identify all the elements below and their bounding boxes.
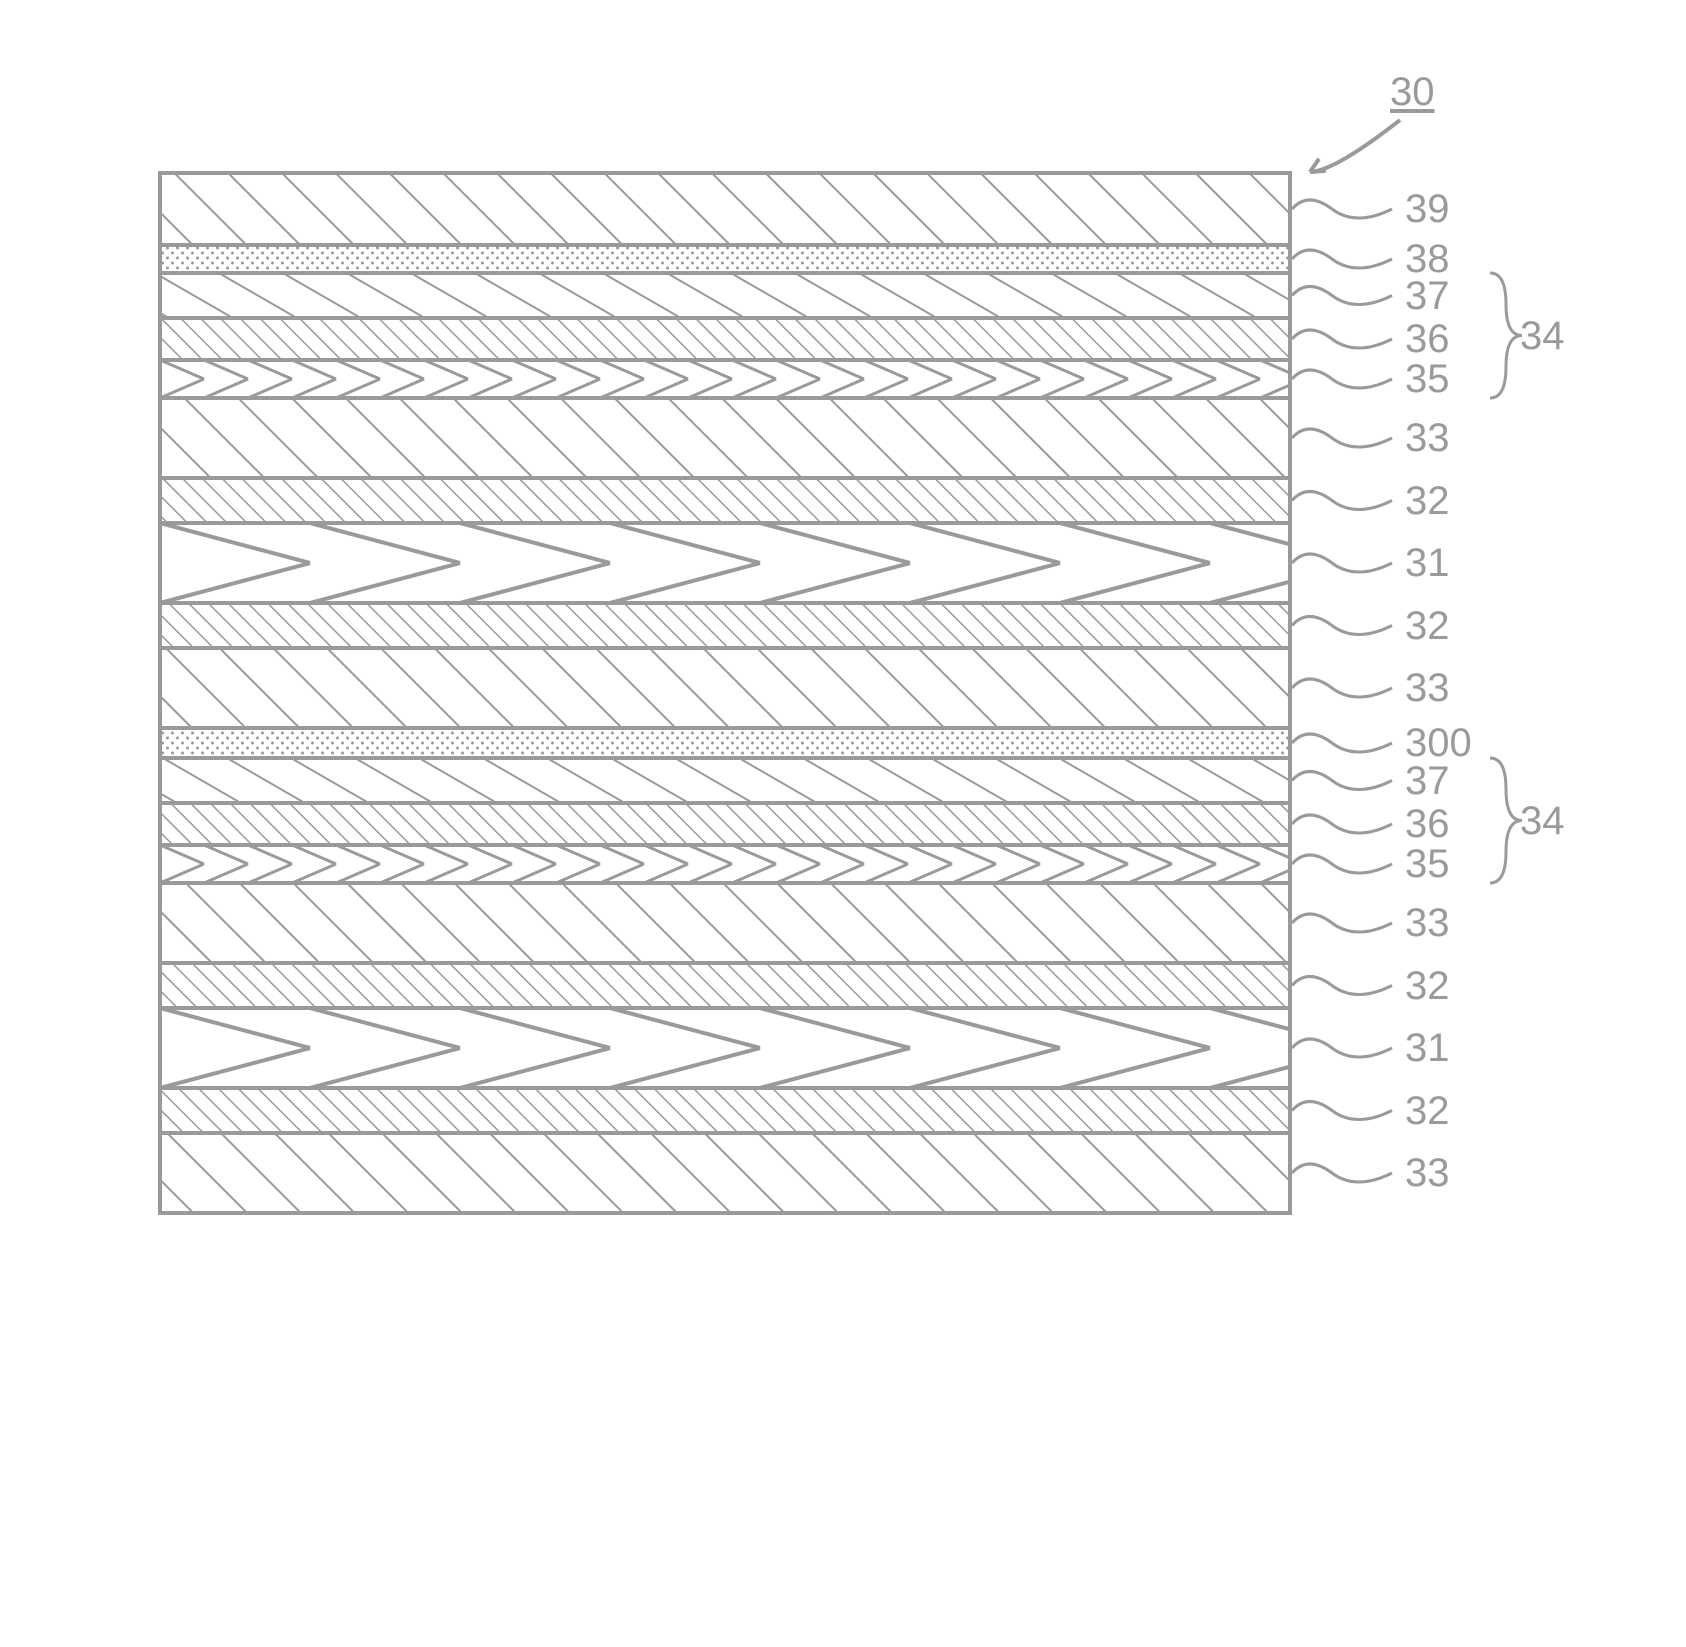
- leader-line: [1292, 1164, 1392, 1182]
- leader-line: [1292, 734, 1392, 752]
- layer-300: [160, 728, 1290, 758]
- leader-line: [1292, 370, 1392, 388]
- layer-38: [160, 245, 1290, 273]
- layer-label-31: 31: [1405, 1026, 1450, 1071]
- leader-line: [1292, 1039, 1392, 1057]
- layer-label-37: 37: [1405, 274, 1450, 319]
- layer-label-32: 32: [1405, 1089, 1450, 1134]
- group-brace: [1490, 273, 1522, 398]
- layer-37: [160, 758, 1290, 803]
- leader-line: [1292, 617, 1392, 635]
- layer-label-39: 39: [1405, 187, 1450, 232]
- figure-container: 3938373635333231323330037363533323132333…: [0, 0, 1686, 1647]
- layer-label-36: 36: [1405, 317, 1450, 362]
- leader-line: [1292, 330, 1392, 348]
- layer-label-37: 37: [1405, 759, 1450, 804]
- layer-label-32: 32: [1405, 479, 1450, 524]
- layer-label-35: 35: [1405, 357, 1450, 402]
- layer-label-33: 33: [1405, 666, 1450, 711]
- leader-line: [1292, 679, 1392, 697]
- layer-label-33: 33: [1405, 901, 1450, 946]
- group-label-34: 34: [1520, 314, 1565, 359]
- layer-32: [160, 963, 1290, 1008]
- layer-31: [160, 1008, 1290, 1088]
- leader-line: [1292, 492, 1392, 510]
- layer-label-32: 32: [1405, 604, 1450, 649]
- leader-line: [1292, 815, 1392, 833]
- assembly-arrow-head: [1310, 159, 1326, 172]
- assembly-label: 30: [1390, 70, 1435, 115]
- leader-line: [1292, 554, 1392, 572]
- leader-line: [1292, 200, 1392, 218]
- layer-32: [160, 478, 1290, 523]
- leader-line: [1292, 287, 1392, 305]
- layer-33: [160, 648, 1290, 728]
- group-brace: [1490, 758, 1522, 883]
- layer-label-32: 32: [1405, 964, 1450, 1009]
- layer-label-33: 33: [1405, 1151, 1450, 1196]
- layer-33: [160, 398, 1290, 478]
- layer-label-35: 35: [1405, 842, 1450, 887]
- group-label-34: 34: [1520, 799, 1565, 844]
- layer-39: [160, 173, 1290, 245]
- layer-31: [160, 523, 1290, 603]
- leader-line: [1292, 1102, 1392, 1120]
- layer-37: [160, 273, 1290, 318]
- layer-33: [160, 1133, 1290, 1213]
- layer-35: [160, 845, 1290, 883]
- layer-label-36: 36: [1405, 802, 1450, 847]
- leader-line: [1292, 250, 1392, 268]
- leader-line: [1292, 914, 1392, 932]
- leader-line: [1292, 855, 1392, 873]
- assembly-arrow: [1310, 120, 1400, 172]
- leader-line: [1292, 772, 1392, 790]
- leader-line: [1292, 977, 1392, 995]
- layer-36: [160, 318, 1290, 360]
- layer-36: [160, 803, 1290, 845]
- layer-32: [160, 603, 1290, 648]
- layer-33: [160, 883, 1290, 963]
- layer-label-33: 33: [1405, 416, 1450, 461]
- leader-line: [1292, 429, 1392, 447]
- layer-label-31: 31: [1405, 541, 1450, 586]
- layer-35: [160, 360, 1290, 398]
- layer-32: [160, 1088, 1290, 1133]
